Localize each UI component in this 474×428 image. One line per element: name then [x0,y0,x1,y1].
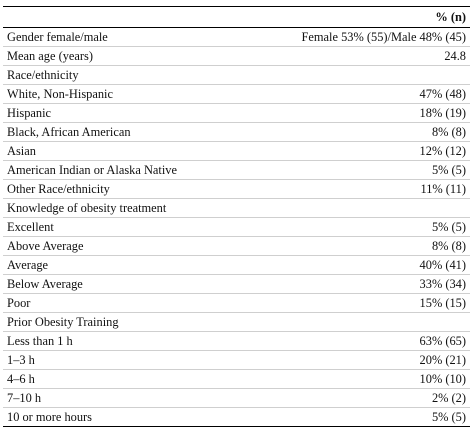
table-row: Poor 15% (15) [3,293,470,313]
row-label: Prior Obesity Training [3,312,241,332]
row-value: 47% (48) [240,84,470,104]
table-row: Below Average 33% (34) [3,274,470,294]
row-label: Average [3,255,241,275]
row-value: 8% (8) [240,122,470,142]
row-value: 24.8 [240,46,470,66]
table-row: American Indian or Alaska Native 5% (5) [3,160,470,180]
demographics-table: % (n) Gender female/male Female 53% (55)/… [3,6,470,427]
row-label: Black, African American [3,122,241,142]
row-value: 11% (11) [240,179,470,199]
table-header-row: % (n) [3,6,470,28]
demographics-table-container: % (n) Gender female/male Female 53% (55)/… [3,6,470,427]
row-label: 7–10 h [3,388,241,408]
row-label: Above Average [3,236,241,256]
row-value: 20% (21) [240,350,470,370]
table-row: 4–6 h 10% (10) [3,369,470,389]
table-row: Prior Obesity Training [3,312,470,332]
row-label: Asian [3,141,241,161]
row-label: Race/ethnicity [3,65,241,85]
table-row: Asian 12% (12) [3,141,470,161]
table-row: Less than 1 h 63% (65) [3,331,470,351]
table-row: Race/ethnicity [3,65,470,85]
row-value: 5% (5) [240,160,470,180]
row-value: 10% (10) [240,369,470,389]
table-row: Mean age (years) 24.8 [3,46,470,66]
table-row: Hispanic 18% (19) [3,103,470,123]
row-value: 40% (41) [240,255,470,275]
row-value: 5% (5) [240,217,470,237]
row-label: 1–3 h [3,350,241,370]
row-value: 63% (65) [240,331,470,351]
header-label-column [3,6,241,28]
table-body: Gender female/male Female 53% (55)/Male 4… [3,27,470,427]
row-label: Gender female/male [3,27,241,47]
table-row: Excellent 5% (5) [3,217,470,237]
row-value: 18% (19) [240,103,470,123]
table-row: 1–3 h 20% (21) [3,350,470,370]
row-label: Hispanic [3,103,241,123]
row-label: White, Non-Hispanic [3,84,241,104]
table-row: White, Non-Hispanic 47% (48) [3,84,470,104]
table-row: Gender female/male Female 53% (55)/Male 4… [3,27,470,47]
row-value: 8% (8) [240,236,470,256]
row-value [240,65,470,85]
row-value: 33% (34) [240,274,470,294]
table-row: Black, African American 8% (8) [3,122,470,142]
table-row: Knowledge of obesity treatment [3,198,470,218]
table-row: 7–10 h 2% (2) [3,388,470,408]
row-value [240,312,470,332]
row-label: Below Average [3,274,241,294]
row-value: Female 53% (55)/Male 48% (45) [240,27,470,47]
row-label: Knowledge of obesity treatment [3,198,241,218]
row-label: Other Race/ethnicity [3,179,241,199]
row-label: Less than 1 h [3,331,241,351]
table-row: Above Average 8% (8) [3,236,470,256]
table-row: Average 40% (41) [3,255,470,275]
table-row: 10 or more hours 5% (5) [3,407,470,427]
row-label: Excellent [3,217,241,237]
row-value: 12% (12) [240,141,470,161]
row-label: 4–6 h [3,369,241,389]
row-label: Mean age (years) [3,46,241,66]
row-label: American Indian or Alaska Native [3,160,241,180]
row-value: 15% (15) [240,293,470,313]
table-row: Other Race/ethnicity 11% (11) [3,179,470,199]
row-label: Poor [3,293,241,313]
row-value [240,198,470,218]
header-percent-n: % (n) [240,6,470,28]
row-value: 5% (5) [240,407,470,427]
row-label: 10 or more hours [3,407,241,427]
row-value: 2% (2) [240,388,470,408]
